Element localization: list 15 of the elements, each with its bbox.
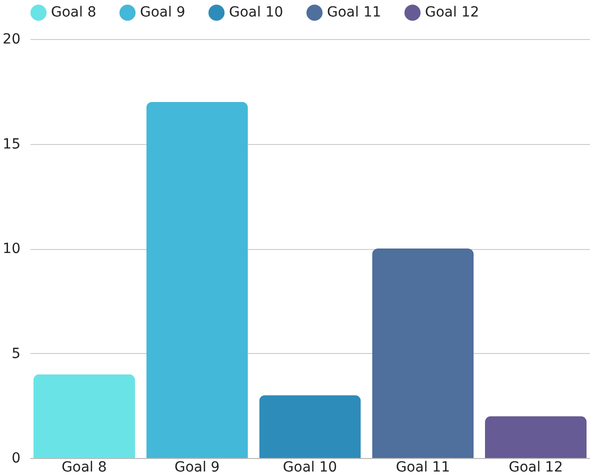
legend-label: Goal 10: [229, 4, 284, 21]
x-tick-label: Goal 11: [396, 460, 450, 476]
legend-label: Goal 12: [425, 4, 480, 21]
x-tick-label: Goal 9: [174, 460, 220, 476]
x-tick-label: Goal 8: [62, 460, 107, 476]
x-tick-label: Goal 10: [282, 460, 338, 476]
legend-label: Goal 8: [51, 4, 96, 21]
y-tick-label: 15: [2, 136, 20, 152]
y-tick-label: 5: [12, 346, 20, 362]
legend-label: Goal 11: [327, 4, 382, 21]
y-tick-label: 10: [2, 241, 20, 257]
legend-label: Goal 9: [140, 4, 186, 21]
x-tick-label: Goal 12: [508, 460, 563, 476]
y-tick-label: 20: [2, 32, 20, 48]
y-tick-label: 0: [12, 450, 20, 466]
